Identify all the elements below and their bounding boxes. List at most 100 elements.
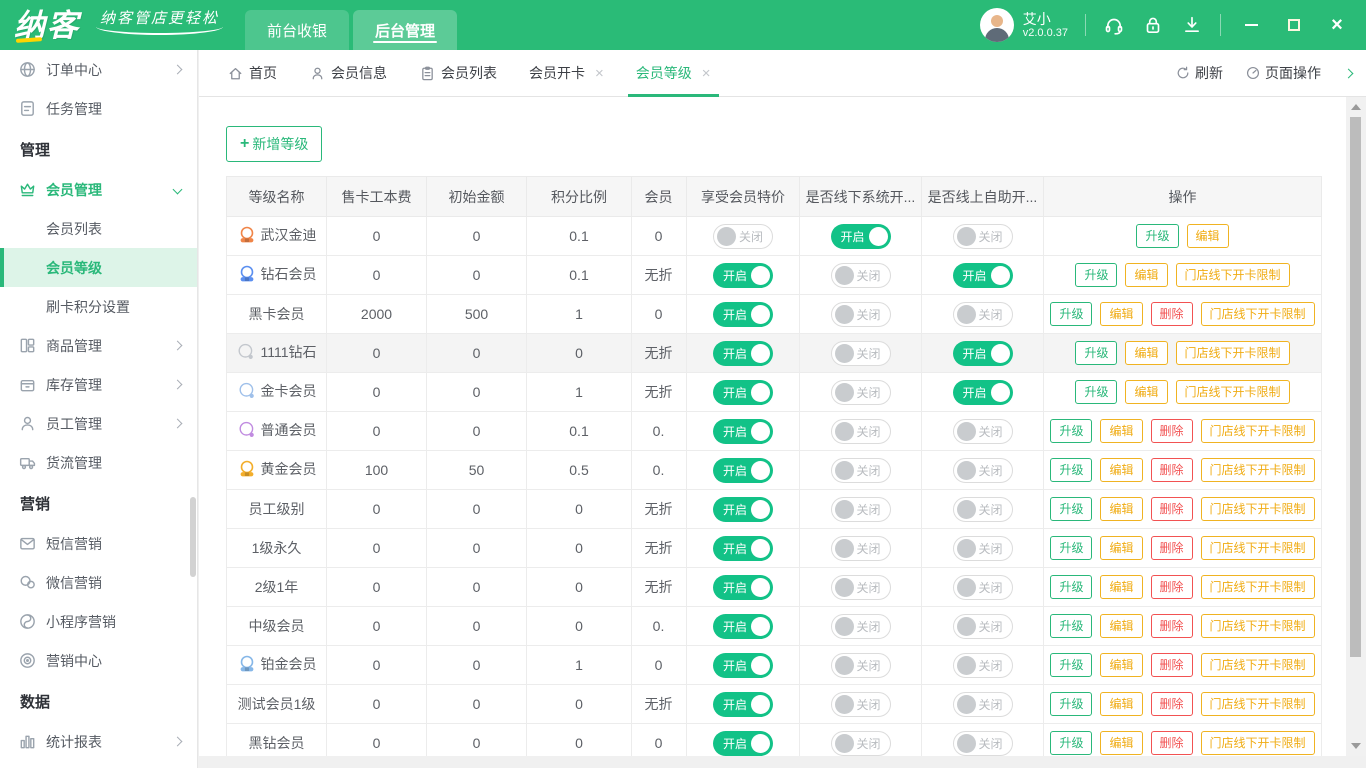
- delete-button[interactable]: 删除: [1150, 653, 1193, 677]
- page-tab-会员等级[interactable]: 会员等级 ×: [627, 50, 719, 97]
- sidebar-item-统计报表[interactable]: 统计报表: [0, 722, 197, 761]
- edit-button[interactable]: 编辑: [1100, 614, 1143, 638]
- sidebar-item-商品管理[interactable]: 商品管理: [0, 326, 197, 365]
- offline-open-toggle[interactable]: 关闭: [830, 379, 891, 405]
- sidebar-subitem-会员等级[interactable]: 会员等级: [0, 248, 197, 287]
- special-price-toggle[interactable]: 开启: [713, 418, 773, 444]
- offline-open-toggle[interactable]: 关闭: [830, 691, 891, 717]
- download-icon[interactable]: [1181, 14, 1203, 36]
- online-open-toggle[interactable]: 关闭: [952, 730, 1013, 756]
- delete-button[interactable]: 删除: [1150, 536, 1193, 560]
- upgrade-button[interactable]: 升级: [1075, 263, 1118, 287]
- edit-button[interactable]: 编辑: [1100, 497, 1143, 521]
- upgrade-button[interactable]: 升级: [1050, 575, 1093, 599]
- delete-button[interactable]: 删除: [1150, 614, 1193, 638]
- scroll-down-arrow[interactable]: [1346, 738, 1366, 754]
- edit-button[interactable]: 编辑: [1125, 263, 1168, 287]
- special-price-toggle[interactable]: 开启: [713, 691, 773, 717]
- edit-button[interactable]: 编辑: [1100, 731, 1143, 755]
- upgrade-button[interactable]: 升级: [1075, 380, 1118, 404]
- offline-open-toggle[interactable]: 关闭: [830, 730, 891, 756]
- special-price-toggle[interactable]: 开启: [713, 379, 773, 405]
- delete-button[interactable]: 删除: [1150, 692, 1193, 716]
- edit-button[interactable]: 编辑: [1100, 458, 1143, 482]
- page-tab-会员开卡[interactable]: 会员开卡 ×: [529, 50, 604, 97]
- limit-button[interactable]: 门店线下开卡限制: [1200, 536, 1315, 560]
- upgrade-button[interactable]: 升级: [1050, 497, 1093, 521]
- sidebar-item-微信营销[interactable]: 微信营销: [0, 563, 197, 602]
- tab-close-icon[interactable]: ×: [701, 64, 711, 82]
- edit-button[interactable]: 编辑: [1100, 302, 1143, 326]
- limit-button[interactable]: 门店线下开卡限制: [1175, 380, 1290, 404]
- page-tab-首页[interactable]: 首页: [227, 50, 277, 97]
- delete-button[interactable]: 删除: [1150, 575, 1193, 599]
- online-open-toggle[interactable]: 开启: [952, 379, 1013, 405]
- nav-tab-front-cashier[interactable]: 前台收银: [245, 10, 350, 50]
- edit-button[interactable]: 编辑: [1100, 536, 1143, 560]
- minimize-button[interactable]: [1238, 12, 1264, 38]
- chevron-right-icon[interactable]: [1343, 68, 1354, 78]
- vertical-scrollbar-thumb[interactable]: [1350, 117, 1361, 657]
- upgrade-button[interactable]: 升级: [1136, 224, 1179, 248]
- offline-open-toggle[interactable]: 关闭: [830, 652, 891, 678]
- limit-button[interactable]: 门店线下开卡限制: [1200, 692, 1315, 716]
- sidebar-item-库存管理[interactable]: 库存管理: [0, 365, 197, 404]
- nav-tab-backend-admin[interactable]: 后台管理: [353, 10, 458, 50]
- offline-open-toggle[interactable]: 开启: [830, 223, 891, 249]
- sidebar-item-员工管理[interactable]: 员工管理: [0, 404, 197, 443]
- special-price-toggle[interactable]: 开启: [713, 340, 773, 366]
- sidebar-item-短信营销[interactable]: 短信营销: [0, 524, 197, 563]
- offline-open-toggle[interactable]: 关闭: [830, 496, 891, 522]
- online-open-toggle[interactable]: 关闭: [952, 691, 1013, 717]
- offline-open-toggle[interactable]: 关闭: [830, 418, 891, 444]
- edit-button[interactable]: 编辑: [1100, 653, 1143, 677]
- limit-button[interactable]: 门店线下开卡限制: [1200, 653, 1315, 677]
- sidebar-subitem-会员列表[interactable]: 会员列表: [0, 209, 197, 248]
- online-open-toggle[interactable]: 关闭: [952, 613, 1013, 639]
- limit-button[interactable]: 门店线下开卡限制: [1175, 263, 1290, 287]
- vertical-scrollbar[interactable]: [1346, 97, 1366, 756]
- limit-button[interactable]: 门店线下开卡限制: [1175, 341, 1290, 365]
- online-open-toggle[interactable]: 关闭: [952, 574, 1013, 600]
- offline-open-toggle[interactable]: 关闭: [830, 613, 891, 639]
- tab-close-icon[interactable]: ×: [595, 64, 604, 82]
- online-open-toggle[interactable]: 开启: [952, 262, 1013, 288]
- sidebar-item-营销中心[interactable]: 营销中心: [0, 641, 197, 680]
- edit-button[interactable]: 编辑: [1125, 341, 1168, 365]
- limit-button[interactable]: 门店线下开卡限制: [1200, 614, 1315, 638]
- special-price-toggle[interactable]: 开启: [713, 730, 773, 756]
- edit-button[interactable]: 编辑: [1186, 224, 1229, 248]
- offline-open-toggle[interactable]: 关闭: [830, 262, 891, 288]
- special-price-toggle[interactable]: 关闭: [713, 223, 773, 249]
- lock-icon[interactable]: [1142, 14, 1164, 36]
- delete-button[interactable]: 删除: [1150, 497, 1193, 521]
- edit-button[interactable]: 编辑: [1125, 380, 1168, 404]
- limit-button[interactable]: 门店线下开卡限制: [1200, 497, 1315, 521]
- delete-button[interactable]: 删除: [1150, 731, 1193, 755]
- sidebar-item-订单中心[interactable]: 订单中心: [0, 50, 197, 89]
- maximize-button[interactable]: [1281, 12, 1307, 38]
- upgrade-button[interactable]: 升级: [1050, 614, 1093, 638]
- limit-button[interactable]: 门店线下开卡限制: [1200, 302, 1315, 326]
- sidebar-scrollbar-thumb[interactable]: [190, 497, 196, 577]
- add-level-button[interactable]: + 新增等级: [226, 126, 323, 162]
- special-price-toggle[interactable]: 开启: [713, 262, 773, 288]
- refresh-button[interactable]: 刷新: [1175, 63, 1223, 83]
- edit-button[interactable]: 编辑: [1100, 419, 1143, 443]
- limit-button[interactable]: 门店线下开卡限制: [1200, 575, 1315, 599]
- offline-open-toggle[interactable]: 关闭: [830, 535, 891, 561]
- limit-button[interactable]: 门店线下开卡限制: [1200, 419, 1315, 443]
- online-open-toggle[interactable]: 关闭: [952, 457, 1013, 483]
- special-price-toggle[interactable]: 开启: [713, 301, 773, 327]
- sidebar-item-任务管理[interactable]: 任务管理: [0, 89, 197, 128]
- online-open-toggle[interactable]: 关闭: [952, 418, 1013, 444]
- online-open-toggle[interactable]: 关闭: [952, 496, 1013, 522]
- delete-button[interactable]: 删除: [1150, 302, 1193, 326]
- offline-open-toggle[interactable]: 关闭: [830, 457, 891, 483]
- special-price-toggle[interactable]: 开启: [713, 496, 773, 522]
- edit-button[interactable]: 编辑: [1100, 692, 1143, 716]
- sidebar-subitem-刷卡积分设置[interactable]: 刷卡积分设置: [0, 287, 197, 326]
- scroll-up-arrow[interactable]: [1346, 99, 1366, 115]
- upgrade-button[interactable]: 升级: [1050, 536, 1093, 560]
- upgrade-button[interactable]: 升级: [1050, 458, 1093, 482]
